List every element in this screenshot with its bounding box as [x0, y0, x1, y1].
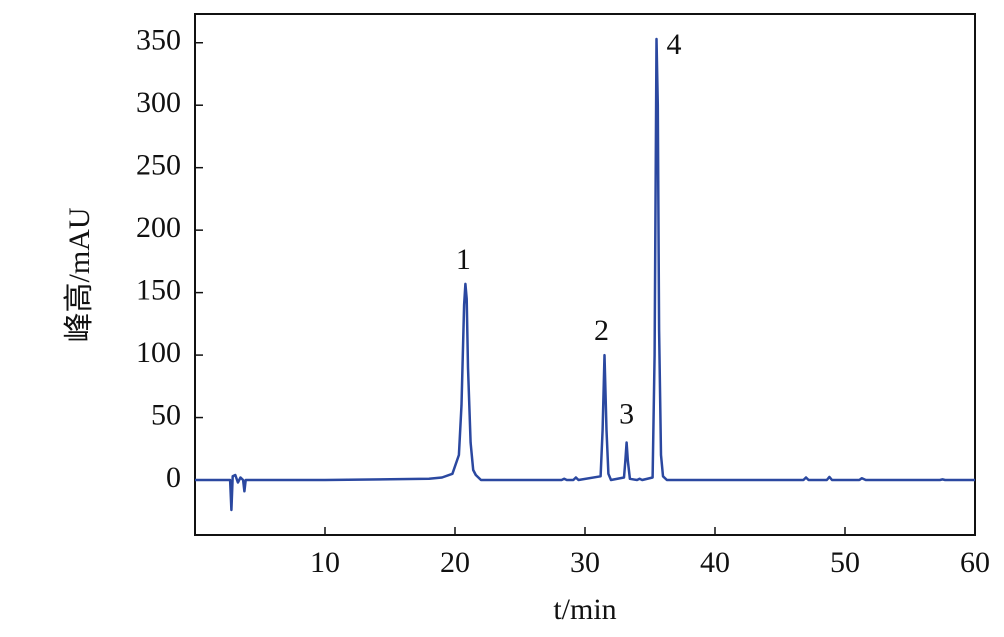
x-tick-label: 40: [700, 546, 730, 579]
peak-label: 3: [619, 397, 634, 430]
peak-label: 1: [456, 243, 471, 276]
y-tick-label: 200: [136, 211, 181, 244]
y-tick-label: 150: [136, 274, 181, 307]
y-tick-label: 100: [136, 336, 181, 369]
y-axis-label: 峰高/mAU: [63, 207, 96, 342]
peak-label: 4: [667, 28, 682, 61]
x-tick-label: 10: [310, 546, 340, 579]
peak-label: 2: [594, 314, 609, 347]
plot-frame: [194, 13, 976, 536]
y-tick-label: 50: [151, 398, 181, 431]
x-tick-label: 60: [960, 546, 990, 579]
y-tick-label: 250: [136, 149, 181, 182]
x-tick-label: 20: [440, 546, 470, 579]
y-tick-label: 300: [136, 86, 181, 119]
x-tick-label: 30: [570, 546, 600, 579]
y-tick-label: 350: [136, 24, 181, 57]
chromatogram-line: [195, 37, 975, 512]
x-tick-label: 50: [830, 546, 860, 579]
x-axis-label: t/min: [553, 593, 616, 626]
y-tick-label: 0: [166, 461, 181, 494]
